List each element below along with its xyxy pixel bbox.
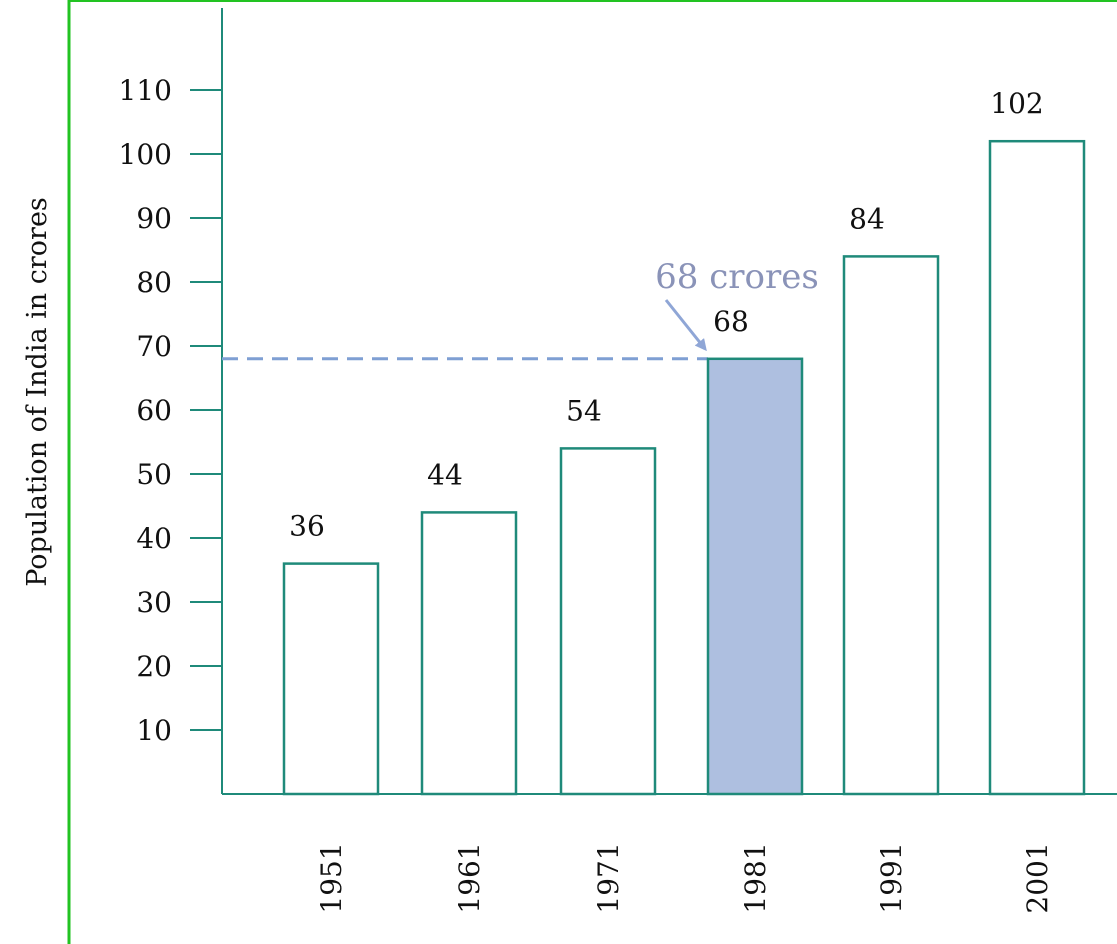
y-tick-label: 20 [136,650,172,683]
x-category-label: 2001 [1021,842,1054,913]
bar [559,447,657,796]
bar [842,255,940,796]
y-tick-label: 90 [136,202,172,235]
y-tick-label: 60 [136,394,172,427]
x-category-labels: 1951 1961 1971 1981 1991 2001 [315,842,1054,913]
bar [988,139,1086,796]
y-tick-label: 80 [136,266,172,299]
bar-value-label: 84 [849,202,885,235]
bar [282,562,380,796]
annotation-arrow [664,299,707,352]
y-ticks: 10 20 30 40 50 60 70 80 90 100 110 [119,74,222,747]
y-axis-title: Population of India in crores [22,197,53,587]
bars [282,139,1086,796]
x-category-label: 1971 [592,842,625,913]
annotation: 68 crores [655,257,819,352]
data-labels: 36 44 54 68 84 102 [289,87,1044,542]
bar-value-label: 102 [990,87,1043,120]
x-category-label: 1961 [453,842,486,913]
y-tick-label: 50 [136,458,172,491]
x-category-label: 1981 [739,842,772,913]
annotation-label: 68 crores [655,257,819,297]
y-tick-label: 30 [136,586,172,619]
bar-value-label: 44 [427,458,463,491]
x-category-label: 1991 [875,842,908,913]
bar-value-label: 54 [566,394,602,427]
y-tick-label: 100 [119,138,172,171]
y-tick-label: 110 [119,74,172,107]
y-tick-label: 70 [136,330,172,363]
y-tick-label: 10 [136,714,172,747]
x-category-label: 1951 [315,842,348,913]
y-tick-label: 40 [136,522,172,555]
bar-value-label: 36 [289,510,325,543]
bar [420,511,518,796]
bar-value-label: 68 [713,305,749,338]
highlighted-bar [706,357,804,796]
